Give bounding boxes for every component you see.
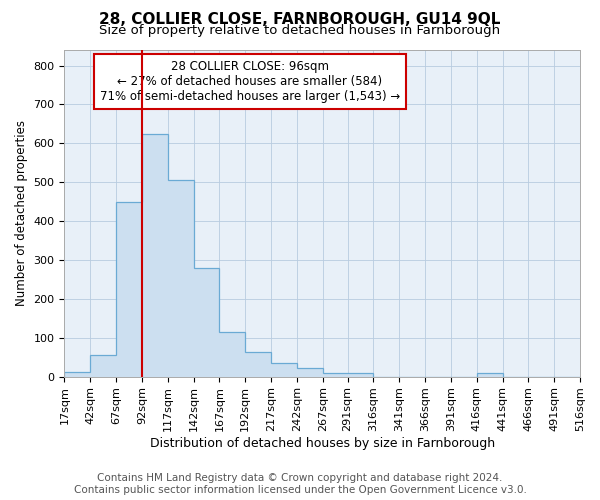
Text: Size of property relative to detached houses in Farnborough: Size of property relative to detached ho…	[100, 24, 500, 37]
Text: 28 COLLIER CLOSE: 96sqm
← 27% of detached houses are smaller (584)
71% of semi-d: 28 COLLIER CLOSE: 96sqm ← 27% of detache…	[100, 60, 400, 103]
Text: 28, COLLIER CLOSE, FARNBOROUGH, GU14 9QL: 28, COLLIER CLOSE, FARNBOROUGH, GU14 9QL	[100, 12, 500, 28]
X-axis label: Distribution of detached houses by size in Farnborough: Distribution of detached houses by size …	[149, 437, 495, 450]
Y-axis label: Number of detached properties: Number of detached properties	[15, 120, 28, 306]
Text: Contains HM Land Registry data © Crown copyright and database right 2024.
Contai: Contains HM Land Registry data © Crown c…	[74, 474, 526, 495]
